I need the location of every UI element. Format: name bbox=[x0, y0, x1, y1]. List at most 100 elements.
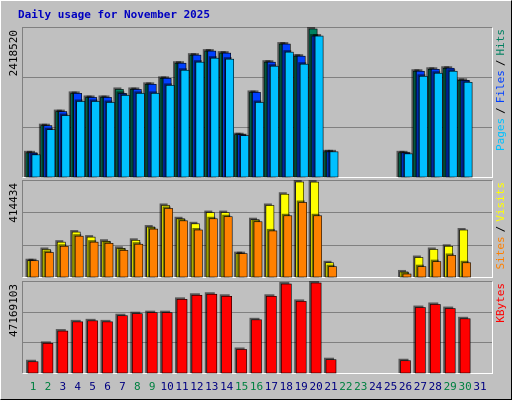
bar-fill bbox=[76, 101, 85, 178]
bar bbox=[249, 317, 262, 374]
y-tick-label: 414434 bbox=[7, 183, 20, 223]
bar bbox=[208, 56, 220, 178]
x-tick-label: 2 bbox=[45, 380, 52, 393]
x-tick-label: 27 bbox=[414, 380, 427, 393]
bar bbox=[193, 60, 205, 178]
bar-fill bbox=[91, 101, 100, 178]
bar bbox=[70, 319, 83, 374]
bar bbox=[460, 260, 471, 278]
bar bbox=[324, 357, 337, 374]
y-tick-label: 2418520 bbox=[7, 30, 20, 76]
x-tick-label: 22 bbox=[339, 380, 352, 393]
legend-separator: / bbox=[494, 60, 507, 67]
x-tick-label: 5 bbox=[89, 380, 96, 393]
x-tick-label: 19 bbox=[295, 380, 308, 393]
bar-fill bbox=[161, 312, 173, 374]
bar-fill bbox=[429, 304, 441, 374]
bar-fill bbox=[444, 308, 456, 374]
bar bbox=[238, 133, 249, 178]
bar-fill bbox=[134, 243, 144, 278]
bar-fill bbox=[179, 220, 188, 278]
bar-fill bbox=[299, 63, 309, 178]
x-tick-label: 31 bbox=[473, 380, 486, 393]
bar bbox=[417, 74, 428, 178]
bar-fill bbox=[314, 35, 324, 178]
bar bbox=[89, 99, 100, 178]
bar-fill bbox=[462, 262, 471, 278]
bar-fill bbox=[432, 261, 442, 278]
bar bbox=[59, 113, 71, 178]
bar-fill bbox=[136, 93, 145, 178]
bar bbox=[237, 251, 248, 278]
legend-separator: / bbox=[494, 107, 507, 114]
bar bbox=[283, 50, 294, 178]
bar bbox=[430, 259, 442, 278]
panel-border bbox=[22, 180, 493, 278]
x-tick-label: 15 bbox=[235, 380, 248, 393]
bar-fill bbox=[194, 229, 203, 278]
bar-fill bbox=[102, 321, 113, 374]
bar bbox=[311, 213, 322, 278]
bar bbox=[219, 294, 232, 374]
bar bbox=[44, 127, 56, 178]
bar-fill bbox=[325, 359, 337, 374]
chart-title: Daily usage for November 2025 bbox=[18, 8, 210, 21]
bar bbox=[149, 91, 160, 178]
bar-fill bbox=[328, 266, 337, 278]
bar bbox=[413, 305, 426, 374]
bar-fill bbox=[253, 221, 263, 278]
bar bbox=[298, 62, 309, 178]
panel-border bbox=[22, 281, 493, 374]
bar-fill bbox=[72, 321, 83, 374]
legend-entry: Sites bbox=[494, 236, 507, 269]
bar-fill bbox=[89, 241, 99, 278]
bar-fill bbox=[223, 216, 233, 278]
bar bbox=[443, 306, 456, 374]
bar-fill bbox=[433, 72, 443, 178]
x-tick-label: 24 bbox=[369, 380, 383, 393]
bar-fill bbox=[313, 215, 322, 278]
bar-fill bbox=[42, 343, 54, 374]
bar bbox=[115, 313, 128, 374]
bar bbox=[104, 100, 115, 178]
legend: KBytes bbox=[494, 283, 507, 323]
bar-fill bbox=[146, 312, 158, 374]
bar-fill bbox=[329, 151, 339, 178]
bar-fill bbox=[266, 295, 277, 374]
bar bbox=[462, 80, 473, 178]
bar bbox=[88, 240, 99, 278]
x-tick-label: 28 bbox=[429, 380, 442, 393]
bar bbox=[296, 200, 308, 278]
legend: Pages / Files / Hits bbox=[494, 29, 507, 151]
bar-fill bbox=[117, 315, 128, 374]
bar-fill bbox=[283, 215, 293, 278]
bar-fill bbox=[463, 82, 473, 178]
bar-fill bbox=[415, 307, 426, 374]
bar-fill bbox=[280, 283, 292, 374]
bar-fill bbox=[106, 102, 115, 178]
bar bbox=[281, 213, 293, 278]
legend-separator: / bbox=[494, 226, 507, 233]
bar-fill bbox=[284, 51, 294, 178]
panel-border bbox=[22, 27, 493, 178]
bar bbox=[279, 282, 292, 374]
bar bbox=[326, 264, 337, 278]
bar-fill bbox=[402, 273, 412, 278]
bar-fill bbox=[59, 245, 69, 278]
bar bbox=[134, 91, 145, 178]
bar-fill bbox=[45, 252, 54, 278]
x-tick-label: 18 bbox=[280, 380, 293, 393]
x-tick-label: 10 bbox=[160, 380, 173, 393]
x-tick-label: 16 bbox=[250, 380, 263, 393]
bar-fill bbox=[150, 93, 160, 178]
x-tick-label: 9 bbox=[149, 380, 156, 393]
bar-fill bbox=[31, 154, 41, 178]
bar bbox=[177, 218, 188, 278]
x-tick-label: 29 bbox=[444, 380, 457, 393]
bar bbox=[401, 272, 412, 278]
bar-fill bbox=[417, 266, 427, 278]
bar bbox=[402, 151, 413, 178]
bar bbox=[43, 250, 54, 278]
bar bbox=[204, 292, 218, 374]
